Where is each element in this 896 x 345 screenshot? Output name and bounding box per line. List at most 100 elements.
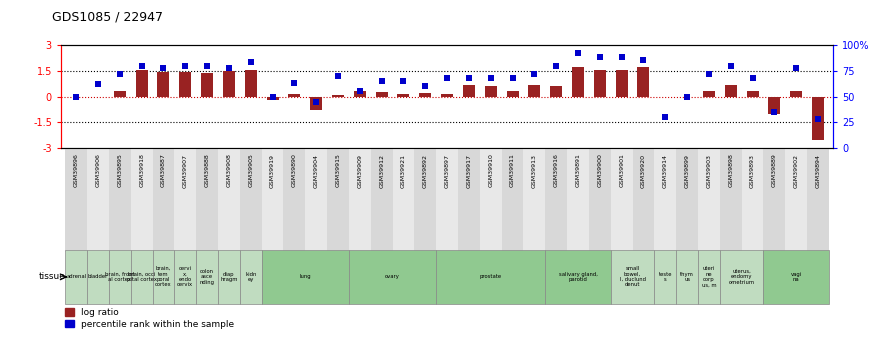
- Bar: [654, 148, 676, 252]
- Legend: log ratio, percentile rank within the sample: log ratio, percentile rank within the sa…: [65, 308, 234, 329]
- Bar: [698, 250, 719, 304]
- Text: GSM39911: GSM39911: [510, 154, 515, 187]
- Text: GSM39901: GSM39901: [619, 154, 625, 187]
- Bar: [398, 94, 409, 97]
- Text: uterus,
endomy
ometrium: uterus, endomy ometrium: [728, 269, 754, 285]
- Text: GSM39895: GSM39895: [117, 154, 123, 187]
- Text: brain, front
al cortex: brain, front al cortex: [105, 272, 134, 282]
- Bar: [654, 250, 676, 304]
- Text: GSM39913: GSM39913: [532, 154, 537, 188]
- Bar: [310, 97, 323, 110]
- Text: GDS1085 / 22947: GDS1085 / 22947: [52, 10, 163, 23]
- Text: teste
s: teste s: [659, 272, 672, 282]
- Text: GSM39890: GSM39890: [292, 154, 297, 187]
- Bar: [725, 86, 737, 97]
- Text: vagi
na: vagi na: [790, 272, 802, 282]
- Text: small
bowel,
I, duclund
denut: small bowel, I, duclund denut: [619, 266, 645, 287]
- Text: GSM39912: GSM39912: [379, 154, 384, 188]
- Text: thym
us: thym us: [680, 272, 694, 282]
- Bar: [436, 148, 458, 252]
- Bar: [506, 91, 519, 97]
- Bar: [371, 148, 392, 252]
- Bar: [769, 97, 780, 114]
- Bar: [659, 97, 671, 98]
- Text: GSM39921: GSM39921: [401, 154, 406, 188]
- Bar: [611, 148, 633, 252]
- Bar: [589, 148, 611, 252]
- Bar: [175, 250, 196, 304]
- Bar: [175, 148, 196, 252]
- Bar: [65, 148, 87, 252]
- Bar: [637, 67, 650, 97]
- Bar: [218, 148, 240, 252]
- Bar: [546, 148, 567, 252]
- Bar: [332, 95, 344, 97]
- Bar: [87, 148, 109, 252]
- Bar: [158, 72, 169, 97]
- Bar: [681, 97, 694, 98]
- Text: GSM39898: GSM39898: [728, 154, 733, 187]
- Bar: [131, 250, 152, 304]
- Text: GSM39920: GSM39920: [641, 154, 646, 188]
- Bar: [529, 86, 540, 97]
- Bar: [109, 250, 131, 304]
- Text: GSM39899: GSM39899: [685, 154, 690, 188]
- Text: GSM39915: GSM39915: [335, 154, 340, 187]
- Bar: [306, 148, 327, 252]
- Bar: [262, 250, 349, 304]
- Text: prostate: prostate: [479, 274, 502, 279]
- Text: GSM39916: GSM39916: [554, 154, 559, 187]
- Text: GSM39904: GSM39904: [314, 154, 319, 188]
- Text: adrenal: adrenal: [66, 274, 86, 279]
- Bar: [719, 250, 763, 304]
- Text: brain, occi
pital cortex: brain, occi pital cortex: [126, 272, 157, 282]
- Bar: [567, 148, 589, 252]
- Bar: [463, 86, 475, 97]
- Bar: [703, 91, 715, 97]
- Bar: [719, 148, 742, 252]
- Bar: [550, 86, 562, 97]
- Bar: [502, 148, 523, 252]
- Bar: [458, 148, 480, 252]
- Bar: [92, 97, 104, 98]
- Text: cervi
x,
endo
cervix: cervi x, endo cervix: [177, 266, 194, 287]
- Text: GSM39906: GSM39906: [96, 154, 100, 187]
- Bar: [790, 91, 802, 97]
- Text: brain,
tem
poral
cortex: brain, tem poral cortex: [155, 266, 172, 287]
- Bar: [523, 148, 546, 252]
- Text: bladder: bladder: [88, 274, 108, 279]
- Bar: [594, 70, 606, 97]
- Bar: [196, 250, 218, 304]
- Text: GSM39897: GSM39897: [444, 154, 450, 188]
- Bar: [240, 148, 262, 252]
- Bar: [218, 250, 240, 304]
- Bar: [611, 250, 654, 304]
- Text: GSM39903: GSM39903: [706, 154, 711, 188]
- Bar: [485, 86, 496, 97]
- Bar: [480, 148, 502, 252]
- Text: GSM39902: GSM39902: [794, 154, 798, 188]
- Bar: [267, 97, 279, 100]
- Text: GSM39896: GSM39896: [73, 154, 79, 187]
- Text: GSM39908: GSM39908: [227, 154, 231, 187]
- Bar: [763, 250, 829, 304]
- Text: GSM39905: GSM39905: [248, 154, 254, 187]
- Bar: [283, 148, 306, 252]
- Bar: [633, 148, 654, 252]
- Text: GSM39907: GSM39907: [183, 154, 188, 188]
- Bar: [87, 250, 109, 304]
- Bar: [327, 148, 349, 252]
- Bar: [616, 70, 627, 97]
- Bar: [349, 250, 436, 304]
- Bar: [179, 72, 191, 97]
- Bar: [262, 148, 283, 252]
- Bar: [441, 94, 453, 97]
- Text: tissue: tissue: [39, 272, 65, 282]
- Text: GSM39894: GSM39894: [815, 154, 821, 188]
- Bar: [131, 148, 152, 252]
- Bar: [375, 92, 388, 97]
- Bar: [392, 148, 414, 252]
- Bar: [349, 148, 371, 252]
- Text: salivary gland,
parotid: salivary gland, parotid: [558, 272, 598, 282]
- Bar: [742, 148, 763, 252]
